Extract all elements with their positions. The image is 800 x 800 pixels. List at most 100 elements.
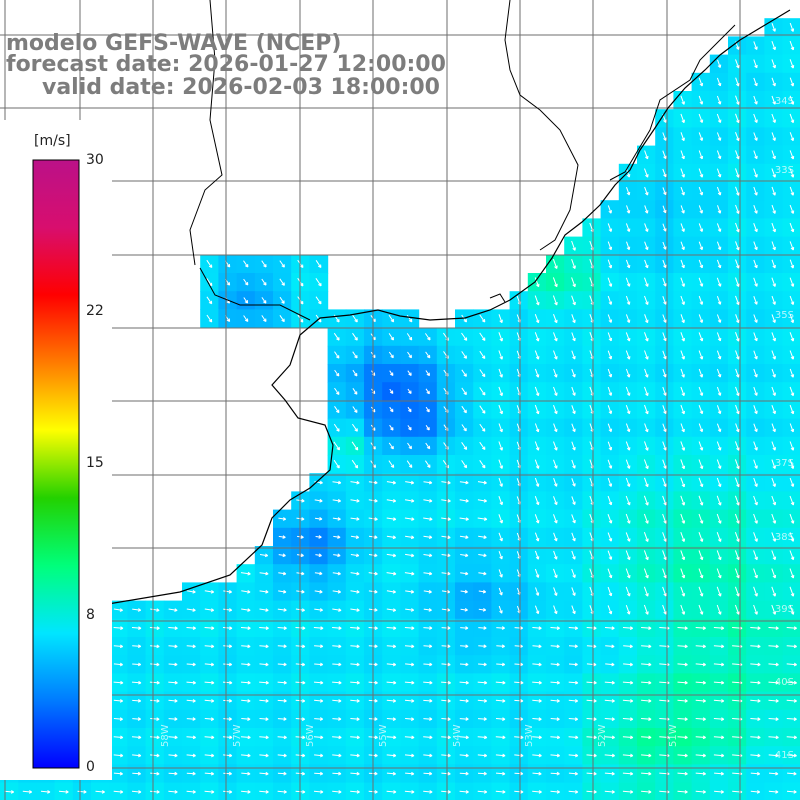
wind-arrow: [586, 699, 597, 703]
wind-arrow: [641, 717, 652, 721]
wind-arrow: [680, 350, 685, 360]
wind-arrow: [771, 459, 776, 469]
wind-arrow: [277, 771, 287, 776]
wind-arrow: [680, 277, 685, 287]
wind-arrow: [332, 608, 342, 612]
wind-arrow: [625, 477, 631, 487]
wind-arrow: [771, 23, 776, 32]
wind-arrow: [662, 277, 667, 287]
wind-arrow: [514, 753, 524, 758]
wind-arrow: [753, 186, 758, 196]
wind-arrow: [479, 387, 486, 396]
wind-arrow: [150, 662, 160, 667]
wind-arrow: [586, 753, 597, 758]
wind-arrow: [350, 626, 360, 630]
wind-arrow: [662, 205, 667, 214]
wind-arrow: [680, 532, 686, 542]
wind-arrow: [350, 699, 360, 703]
wind-arrow: [149, 790, 160, 794]
wind-arrow: [514, 771, 524, 776]
wind-arrow: [786, 753, 797, 758]
wind-arrow: [771, 586, 777, 597]
wind-arrow: [423, 553, 433, 558]
wind-arrow: [714, 771, 724, 776]
wind-arrow: [735, 259, 740, 269]
wind-arrow: [771, 150, 776, 160]
wind-arrow: [644, 404, 649, 415]
wind-arrow: [735, 132, 740, 142]
wind-arrow: [716, 604, 722, 615]
wind-arrow: [441, 517, 451, 521]
wind-arrow: [680, 205, 685, 214]
wind-arrow: [771, 314, 776, 323]
wind-arrow: [644, 259, 649, 269]
wind-arrow: [477, 753, 488, 758]
wind-arrow: [680, 223, 685, 232]
wind-arrow: [771, 41, 776, 51]
wind-arrow: [713, 699, 725, 703]
wind-arrow: [735, 350, 740, 360]
wind-arrow: [571, 496, 576, 505]
wind-arrow: [150, 753, 160, 758]
wind-arrow: [716, 532, 722, 542]
wind-arrow: [716, 241, 722, 251]
wind-arrow: [241, 699, 251, 703]
wind-arrow: [314, 480, 323, 485]
wind-arrow: [716, 186, 722, 196]
wind-arrow: [786, 644, 797, 649]
wind-arrow: [622, 680, 634, 685]
wind-arrow: [753, 168, 758, 178]
wind-arrow: [789, 513, 795, 524]
wind-arrow: [680, 459, 686, 470]
wind-arrow: [586, 735, 597, 740]
wind-arrow: [768, 680, 779, 685]
wind-arrow: [423, 698, 433, 703]
wind-arrow: [553, 478, 558, 487]
wind-arrow: [735, 77, 740, 87]
wind-arrow: [662, 477, 667, 487]
wind-arrow: [662, 604, 667, 615]
wind-arrow: [625, 295, 631, 305]
wind-arrow: [771, 277, 776, 287]
wind-arrow: [768, 717, 779, 721]
colorbar-tick-15: 15: [86, 455, 104, 471]
wind-arrow: [204, 680, 215, 685]
wind-arrow: [495, 680, 506, 685]
wind-arrow: [789, 295, 795, 305]
wind-arrow: [350, 553, 360, 558]
wind-arrow: [680, 477, 686, 488]
colorbar-tick-22: 22: [86, 303, 104, 319]
wind-arrow: [350, 590, 360, 594]
wind-arrow: [753, 368, 758, 378]
wind-arrow: [332, 589, 341, 594]
wind-arrow: [534, 350, 540, 360]
wind-arrow: [386, 680, 397, 685]
wind-arrow: [479, 332, 486, 341]
wind-arrow: [735, 277, 740, 287]
wind-arrow: [698, 259, 704, 269]
wind-arrow: [423, 717, 433, 721]
wind-arrow: [787, 771, 797, 776]
wind-arrow: [789, 22, 795, 32]
wind-arrow: [423, 480, 433, 485]
wind-arrow: [771, 241, 776, 251]
wind-arrow: [495, 699, 506, 703]
wind-arrow: [350, 499, 360, 503]
wind-arrow: [605, 644, 615, 649]
wind-arrow: [789, 314, 795, 324]
wind-arrow: [625, 277, 631, 287]
wind-arrow: [386, 608, 397, 612]
wind-arrow: [789, 132, 795, 142]
wind-arrow: [771, 132, 776, 141]
wind-vectors: [4, 22, 797, 794]
wind-arrow: [586, 717, 597, 721]
river-plate-north-shore: [189, 0, 736, 321]
wind-arrow: [498, 423, 503, 433]
wind-arrow: [423, 753, 433, 758]
wind-arrow: [241, 590, 251, 594]
wind-arrow: [568, 735, 579, 740]
wind-arrow: [768, 753, 779, 758]
wind-arrow: [405, 535, 415, 540]
wind-arrow: [405, 553, 415, 558]
wind-arrow: [604, 699, 615, 703]
